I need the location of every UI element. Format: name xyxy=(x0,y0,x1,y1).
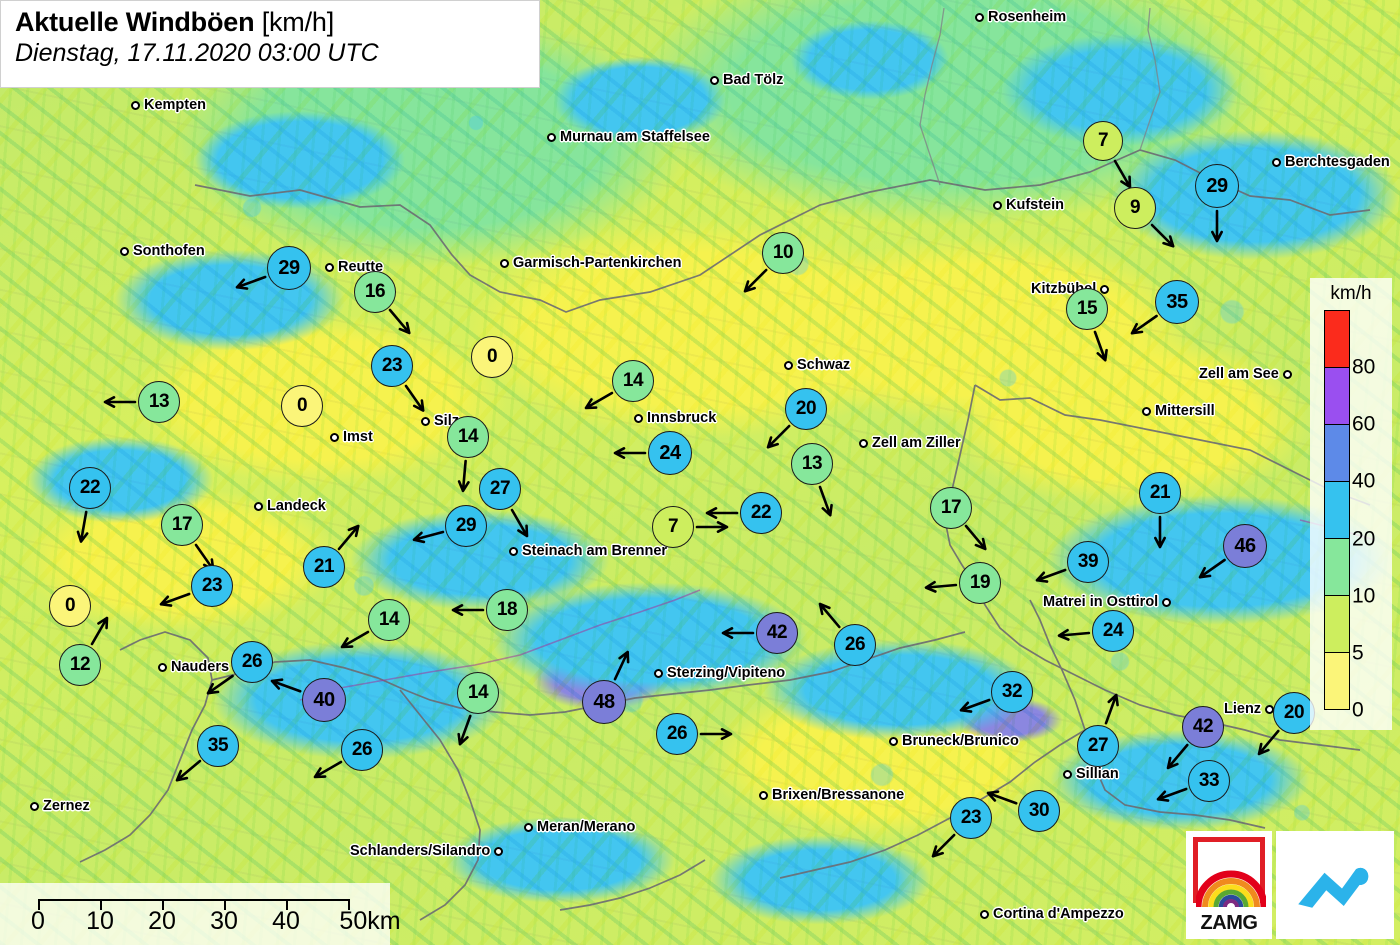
wind-gust-value-bubble[interactable]: 15 xyxy=(1066,288,1108,330)
wind-gust-value-bubble[interactable]: 13 xyxy=(138,381,180,423)
legend-color-band xyxy=(1325,482,1349,539)
scale-tick-label: 0 xyxy=(31,907,45,935)
title-unit: [km/h] xyxy=(261,7,335,37)
wind-gust-value-bubble[interactable]: 26 xyxy=(834,624,876,666)
wind-gust-value-bubble[interactable]: 26 xyxy=(231,641,273,683)
scale-tick-label: 50km xyxy=(339,907,401,935)
wind-gust-value-bubble[interactable]: 26 xyxy=(341,729,383,771)
wind-gust-value-bubble[interactable]: 0 xyxy=(281,385,323,427)
scale-tick-label: 30 xyxy=(210,907,238,935)
legend-tick-label: 20 xyxy=(1352,527,1376,551)
legend-tick-label: 0 xyxy=(1352,698,1364,722)
legend-unit-label: km/h xyxy=(1330,283,1372,304)
wind-gust-value-bubble[interactable]: 13 xyxy=(791,443,833,485)
legend-color-band xyxy=(1325,539,1349,596)
wind-gust-value-bubble[interactable]: 32 xyxy=(991,671,1033,713)
wind-gust-value-bubble[interactable]: 18 xyxy=(486,589,528,631)
legend-bar-wrapper: 80 60 40 20 10 5 0 xyxy=(1310,310,1392,730)
legend-color-band xyxy=(1325,596,1349,653)
wind-gust-value-bubble[interactable]: 20 xyxy=(1273,692,1315,734)
wind-gust-value-bubble[interactable]: 23 xyxy=(371,345,413,387)
scale-tick-label: 40 xyxy=(272,907,300,935)
wind-gust-value-bubble[interactable]: 40 xyxy=(302,678,346,722)
wind-gust-value-bubble[interactable]: 24 xyxy=(1092,610,1134,652)
legend-tick-label: 80 xyxy=(1352,355,1376,379)
wind-gust-value-bubble[interactable]: 48 xyxy=(582,680,626,724)
color-legend: km/h 80 60 40 20 10 5 0 xyxy=(1310,278,1392,730)
timestamp-label: Dienstag, 17.11.2020 03:00 UTC xyxy=(15,39,379,68)
wind-gust-value-bubble[interactable]: 30 xyxy=(1018,790,1060,832)
wind-gust-value-bubble[interactable]: 29 xyxy=(445,505,487,547)
wind-gust-value-bubble[interactable]: 35 xyxy=(1155,280,1199,324)
wind-gust-value-bubble[interactable]: 22 xyxy=(740,492,782,534)
wind-gust-value-bubble[interactable]: 10 xyxy=(762,232,804,274)
wind-gust-value-bubble[interactable]: 14 xyxy=(612,360,654,402)
legend-color-band xyxy=(1325,311,1349,368)
wind-gust-value-bubble[interactable]: 23 xyxy=(950,797,992,839)
wind-gust-value-bubble[interactable]: 29 xyxy=(1195,164,1239,208)
wind-gust-value-bubble[interactable]: 16 xyxy=(354,271,396,313)
wind-gust-value-bubble[interactable]: 26 xyxy=(656,713,698,755)
wind-gust-value-bubble[interactable]: 14 xyxy=(457,672,499,714)
scale-tick-label: 10 xyxy=(86,907,114,935)
scale-tick xyxy=(162,899,164,910)
wind-gust-value-bubble[interactable]: 42 xyxy=(756,612,798,654)
scale-tick-label: 20 xyxy=(148,907,176,935)
wind-gust-value-bubble[interactable]: 17 xyxy=(930,487,972,529)
mountain-chevron-logo xyxy=(1276,831,1394,939)
distance-scale-bar: 0 10 20 30 40 50km xyxy=(0,883,401,945)
wind-gust-value-bubble[interactable]: 12 xyxy=(59,644,101,686)
title-panel: Aktuelle Windböen [km/h] Dienstag, 17.11… xyxy=(0,0,540,88)
legend-color-band xyxy=(1325,368,1349,425)
wind-gust-value-bubble[interactable]: 42 xyxy=(1182,706,1224,748)
scale-tick xyxy=(100,899,102,910)
scale-tick xyxy=(224,899,226,910)
wind-gust-value-bubble[interactable]: 39 xyxy=(1067,541,1109,583)
scale-tick xyxy=(348,899,350,910)
wind-gust-value-bubble[interactable]: 14 xyxy=(368,599,410,641)
scale-tick xyxy=(286,899,288,910)
legend-tick-label: 5 xyxy=(1352,641,1364,665)
wind-gust-value-bubble[interactable]: 35 xyxy=(197,725,239,767)
wind-gust-value-bubble[interactable]: 33 xyxy=(1188,760,1230,802)
wind-gust-value-bubble[interactable]: 23 xyxy=(191,565,233,607)
wind-gust-value-bubble[interactable]: 21 xyxy=(1139,472,1181,514)
wind-gust-value-bubble[interactable]: 7 xyxy=(652,506,694,548)
page-title: Aktuelle Windböen [km/h] xyxy=(15,7,527,38)
legend-color-band xyxy=(1325,425,1349,482)
legend-tick-label: 60 xyxy=(1352,412,1376,436)
wind-gust-value-bubble[interactable]: 46 xyxy=(1223,524,1267,568)
wind-gust-value-bubble[interactable]: 20 xyxy=(785,388,827,430)
wind-gust-value-bubble[interactable]: 14 xyxy=(447,416,489,458)
wind-gust-value-bubble[interactable]: 19 xyxy=(959,562,1001,604)
legend-tick-label: 10 xyxy=(1352,584,1376,608)
legend-color-bar xyxy=(1324,310,1350,710)
wind-gust-value-bubble[interactable]: 27 xyxy=(1077,725,1119,767)
zamg-logo: ZAMG xyxy=(1186,831,1272,939)
title-text: Aktuelle Windböen xyxy=(15,7,255,37)
wind-gust-value-bubble[interactable]: 22 xyxy=(69,467,111,509)
wind-gust-value-bubble[interactable]: 24 xyxy=(648,431,692,475)
legend-color-band xyxy=(1325,653,1349,709)
scale-tick xyxy=(38,899,40,910)
wind-gust-value-bubble[interactable]: 21 xyxy=(303,546,345,588)
legend-tick-label: 40 xyxy=(1352,469,1376,493)
wind-gust-value-bubble[interactable]: 7 xyxy=(1083,121,1123,161)
zamg-rainbow-icon xyxy=(1196,855,1266,907)
zamg-wordmark: ZAMG xyxy=(1200,912,1258,934)
wind-gust-value-bubble[interactable]: 29 xyxy=(267,246,311,290)
wind-gust-value-bubble[interactable]: 0 xyxy=(49,585,91,627)
wind-gust-value-bubble[interactable]: 9 xyxy=(1114,187,1156,229)
wind-gust-value-bubble[interactable]: 17 xyxy=(161,504,203,546)
mountain-chevron-icon xyxy=(1298,867,1369,908)
wind-gust-value-bubble[interactable]: 27 xyxy=(479,468,521,510)
scale-baseline xyxy=(38,899,348,901)
wind-gust-value-bubble[interactable]: 0 xyxy=(471,336,513,378)
